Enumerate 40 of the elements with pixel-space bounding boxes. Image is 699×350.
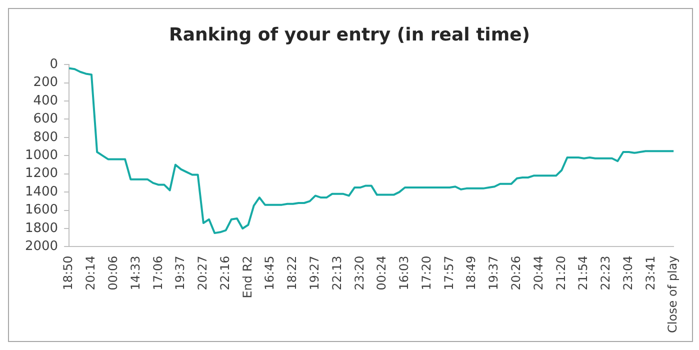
x-tick-label: 22:13 [330,256,344,290]
y-tick-label: 1200 [24,166,58,182]
x-tick-label: 14:33 [128,256,142,290]
y-tick-label: 1000 [24,148,58,164]
x-tick-label: 23:04 [620,256,635,290]
x-tick-label: 16:45 [262,256,277,290]
x-tick-label: 19:27 [307,256,322,290]
x-tick-label: 17:06 [150,256,165,290]
x-tick-label: 17:57 [442,256,456,290]
x-tick-label: 19:37 [486,256,501,290]
x-tick-label: End R2 [240,256,254,298]
y-tick-label: 600 [33,112,58,127]
x-tick-label: 22:16 [218,256,232,290]
x-tick-label: 00:06 [106,256,120,290]
x-tick-label: 18:50 [61,256,76,290]
x-tick-label: 20:44 [531,256,546,290]
y-tick-label: 1800 [24,220,58,236]
x-tick-label: 20:26 [509,256,523,290]
chart-title: Ranking of your entry (in real time) [168,24,530,46]
x-tick-label: 23:20 [352,256,366,290]
y-tick-label: 2000 [24,239,58,254]
x-tick-label: 20:27 [196,256,210,290]
x-tick-label: 00:24 [374,256,389,290]
x-tick-label: 20:14 [84,256,98,290]
x-tick-label: 21:54 [576,256,590,290]
y-tick-label: 400 [33,93,58,108]
y-tick-label: 200 [33,75,58,90]
x-tick-label: 16:03 [397,256,412,290]
x-tick-label: 22:23 [598,256,613,290]
x-tick-label: 21:20 [554,256,568,290]
x-tick-label: 18:49 [464,256,478,290]
y-tick-label: 1400 [24,184,58,200]
x-tick-label: 17:20 [419,256,434,290]
x-tick-label: Close of play [666,256,680,334]
y-tick-label: 0 [50,56,58,72]
x-tick-label: 18:22 [285,256,300,290]
x-tick-label: 23:41 [643,256,658,290]
x-tick-label: 19:37 [173,256,188,290]
y-tick-label: 1600 [24,202,58,218]
y-tick-label: 800 [33,130,58,145]
